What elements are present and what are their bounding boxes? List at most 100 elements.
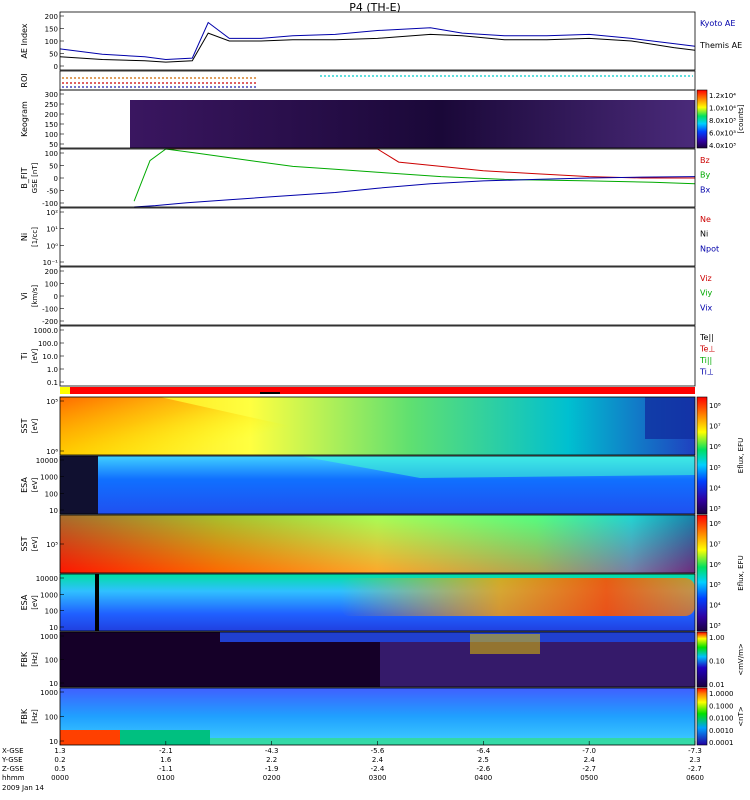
legend-vi-1: Viy xyxy=(700,289,713,298)
xaxis-y_gse-5: 2.4 xyxy=(584,756,596,764)
ylabel-fbk_b: FBK xyxy=(20,708,29,724)
ylabel-esa_e: ESA xyxy=(20,594,29,610)
ytick-label-esa_i: 10 xyxy=(49,507,58,515)
ytick-label-esa_i: 1000 xyxy=(40,474,58,482)
ytick-label-fbk_e: 1000 xyxy=(40,633,58,641)
panel-frame-sst_i xyxy=(59,396,696,456)
fbk-b-colorbar xyxy=(696,687,708,746)
ylabel-sst_i: SST xyxy=(20,418,29,433)
esa-ion-dark xyxy=(60,456,98,514)
ytick-label-esa_e: 1000 xyxy=(40,591,58,599)
eflux-colorbar-2 xyxy=(696,514,708,632)
roi-marks xyxy=(60,75,695,394)
fbk-e-hot xyxy=(470,634,540,654)
xaxis-z_gse-3: -2.4 xyxy=(371,765,385,773)
ytick-label-vi: 200 xyxy=(45,268,58,276)
ytick-label-ti: 1000.0 xyxy=(34,327,59,335)
eflux-tick-0: 10⁸ xyxy=(709,402,721,410)
mode-strip-slow xyxy=(60,387,70,394)
legend-ti-0: Te|| xyxy=(699,333,714,342)
sst-electron-overlay xyxy=(60,515,695,573)
ytick-label-bfit: 100 xyxy=(45,150,58,158)
colorbar-tick-fbk_e: 0.01 xyxy=(709,681,725,689)
colorbar-tick-keogram: 4.0x10³ xyxy=(709,142,736,150)
yunit-bfit: GSE [nT] xyxy=(31,162,39,193)
legend-bfit-0: Bz xyxy=(700,156,710,165)
ytick-label-ae: 150 xyxy=(45,26,58,34)
chart-title: P4 (TH-E) xyxy=(349,1,401,14)
yunit-esa_i: [eV] xyxy=(31,477,39,492)
xaxis-z_gse-4: -2.6 xyxy=(476,765,490,773)
panel-frame-vi xyxy=(59,266,696,326)
ytick-label-keogram: 100 xyxy=(45,131,58,139)
ylabel-esa_i: ESA xyxy=(20,477,29,493)
eflux-colorbar-1 xyxy=(696,396,708,515)
ytick-label-ae: 0 xyxy=(54,63,58,71)
series-bfit-bx xyxy=(134,176,696,208)
panel-frame-esa_e xyxy=(59,573,696,632)
xaxis-x_gse-3: -5.6 xyxy=(371,747,385,755)
colorbar-label-keogram: [counts] xyxy=(737,104,745,133)
xaxis-z_gse-2: -1.9 xyxy=(265,765,279,773)
colorbar-label-fbk_b: <nT> xyxy=(737,706,745,727)
colorbars xyxy=(696,89,708,746)
ytick-label-keogram: 150 xyxy=(45,121,58,129)
ytick-label-fbk_b: 10 xyxy=(49,738,58,746)
yunit-sst_e: [eV] xyxy=(31,536,39,551)
eflux-label-0: Eflux, EFU xyxy=(737,438,745,473)
esa-ion-hot xyxy=(300,456,695,478)
eflux-tick-0: 10⁴ xyxy=(709,484,721,492)
eflux-tick-1: 10⁷ xyxy=(709,540,721,548)
series-ae-kyoto-ae xyxy=(59,21,696,61)
colorbar-tick-fbk_e: 1.00 xyxy=(709,634,725,642)
ytick-label-ae: 50 xyxy=(49,51,58,59)
xaxis-x_gse-6: -7.3 xyxy=(688,747,702,755)
eflux-tick-1: 10⁸ xyxy=(709,520,721,528)
xaxis-x_gse-5: -7.0 xyxy=(582,747,596,755)
xrow-label-1: Y-GSE xyxy=(1,756,23,764)
xaxis-y_gse-4: 2.5 xyxy=(478,756,489,764)
sst-ion-gap xyxy=(645,397,695,439)
xaxis-x_gse-2: -4.3 xyxy=(265,747,279,755)
fbk-b-low2 xyxy=(120,730,210,745)
ytick-label-keogram: 300 xyxy=(45,91,58,99)
colorbar-tick-fbk_e: 0.10 xyxy=(709,658,725,666)
legend-ti-1: Te⊥ xyxy=(699,345,715,354)
sst-ion-band xyxy=(60,397,420,455)
ytick-label-fbk_b: 1000 xyxy=(40,689,58,697)
legend-ni-1: Ni xyxy=(700,230,708,239)
xaxis-y_gse-1: 1.6 xyxy=(160,756,172,764)
ytick-label-ni: 10⁰ xyxy=(46,242,58,250)
series-bfit-by xyxy=(133,148,696,202)
ytick-label-ti: 10.0 xyxy=(42,353,58,361)
keogram-colorbar xyxy=(696,89,708,149)
eflux-tick-0: 10³ xyxy=(709,505,721,513)
xaxis-y_gse-0: 0.2 xyxy=(54,756,65,764)
yunit-fbk_e: [Hz] xyxy=(31,652,39,667)
xaxis-x_gse-0: 1.3 xyxy=(54,747,65,755)
xaxis-times-3: 0300 xyxy=(369,774,387,782)
colorbar-tick-fbk_b: 0.0100 xyxy=(709,715,734,723)
legend-ti-2: Ti|| xyxy=(699,356,712,365)
ylabel-bfit: B_FIT xyxy=(20,167,29,188)
eflux-tick-1: 10³ xyxy=(709,622,721,630)
ylabel-fbk_e: FBK xyxy=(20,651,29,667)
ytick-label-esa_e: 100 xyxy=(45,608,58,616)
xaxis-times-0: 0000 xyxy=(51,774,69,782)
panel-frame-esa_i xyxy=(59,455,696,515)
xaxis-times-6: 0600 xyxy=(686,774,704,782)
ylabel-roi: ROI xyxy=(20,73,29,87)
legend-ae-0: Kyoto AE xyxy=(700,19,735,28)
xaxis-x_gse-1: -2.1 xyxy=(159,747,173,755)
ytick-label-esa_e: 10 xyxy=(49,624,58,632)
mode-strip-fast xyxy=(70,387,695,394)
colorbar-tick-fbk_b: 0.0010 xyxy=(709,727,734,735)
xaxis-z_gse-6: -2.7 xyxy=(688,765,702,773)
xaxis-x_gse-4: -6.4 xyxy=(476,747,490,755)
fbk-e-band xyxy=(220,632,695,642)
xaxis-times-2: 0200 xyxy=(263,774,281,782)
ytick-label-ni: 10¹ xyxy=(46,226,58,234)
colorbar-tick-fbk_b: 0.1000 xyxy=(709,702,734,710)
xrow-label-0: X-GSE xyxy=(2,747,24,755)
